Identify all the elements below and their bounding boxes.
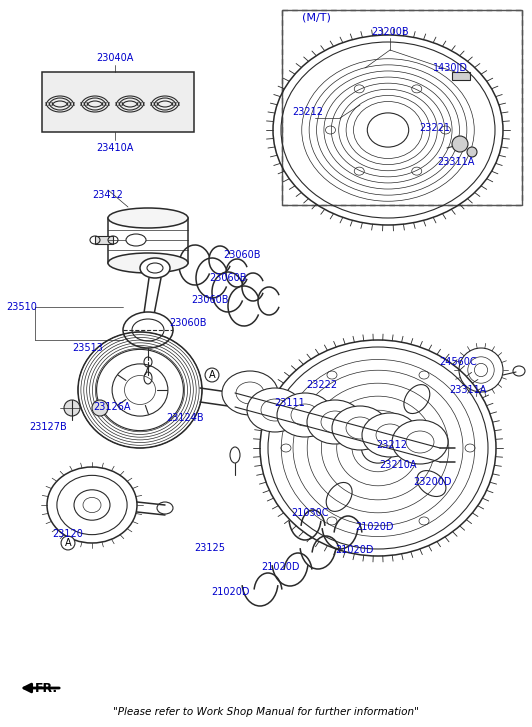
Text: 23311A: 23311A: [437, 157, 475, 167]
Text: 23060B: 23060B: [191, 295, 229, 305]
Text: 23127B: 23127B: [29, 422, 67, 432]
Ellipse shape: [92, 400, 108, 416]
Ellipse shape: [123, 312, 173, 348]
Bar: [452, 72, 470, 80]
Text: 23200D: 23200D: [413, 477, 451, 487]
Text: 21020D: 21020D: [211, 587, 250, 597]
Text: A: A: [209, 370, 215, 380]
Text: 23222: 23222: [306, 380, 338, 390]
Text: 23040A: 23040A: [96, 53, 134, 63]
Text: 21020D: 21020D: [261, 562, 299, 572]
Bar: [282, 10, 522, 205]
Bar: [108, 218, 188, 263]
Text: 23410A: 23410A: [96, 143, 134, 153]
Text: 23060B: 23060B: [223, 250, 261, 260]
Text: A: A: [65, 538, 71, 548]
Ellipse shape: [307, 400, 363, 444]
Ellipse shape: [64, 400, 80, 416]
Ellipse shape: [108, 253, 188, 273]
Ellipse shape: [222, 371, 278, 415]
Text: 23510: 23510: [6, 302, 37, 312]
Text: 23212: 23212: [293, 107, 323, 117]
Text: 21020D: 21020D: [356, 522, 394, 532]
Text: 23513: 23513: [72, 343, 103, 353]
Text: 23212: 23212: [377, 440, 408, 450]
Text: (M/T): (M/T): [302, 13, 330, 23]
Bar: [95, 236, 113, 244]
Text: 1430JD: 1430JD: [433, 63, 468, 73]
Ellipse shape: [247, 388, 303, 432]
Ellipse shape: [467, 147, 477, 157]
Text: 23120: 23120: [53, 529, 84, 539]
Text: 23125: 23125: [195, 543, 226, 553]
Ellipse shape: [108, 208, 188, 228]
Text: 23126A: 23126A: [93, 402, 131, 412]
Text: FR.: FR.: [35, 681, 58, 694]
Text: 23124B: 23124B: [166, 413, 204, 423]
Text: 23111: 23111: [275, 398, 305, 408]
Ellipse shape: [126, 234, 146, 246]
Text: 23060B: 23060B: [209, 273, 247, 283]
Text: 21020D: 21020D: [336, 545, 374, 555]
Bar: [42, 72, 194, 132]
Ellipse shape: [392, 420, 448, 464]
Text: 23311A: 23311A: [450, 385, 487, 395]
Ellipse shape: [452, 136, 468, 152]
Ellipse shape: [277, 393, 333, 437]
Text: 23412: 23412: [93, 190, 123, 200]
Ellipse shape: [362, 413, 418, 457]
Text: "Please refer to Work Shop Manual for further information": "Please refer to Work Shop Manual for fu…: [113, 707, 419, 717]
Text: 24560C: 24560C: [439, 357, 477, 367]
Text: 23200B: 23200B: [371, 27, 409, 37]
Text: 23210A: 23210A: [379, 460, 417, 470]
Text: 21030C: 21030C: [291, 508, 329, 518]
Ellipse shape: [140, 258, 170, 278]
Text: 23221: 23221: [420, 123, 451, 133]
Text: 23060B: 23060B: [169, 318, 207, 328]
Ellipse shape: [332, 406, 388, 450]
